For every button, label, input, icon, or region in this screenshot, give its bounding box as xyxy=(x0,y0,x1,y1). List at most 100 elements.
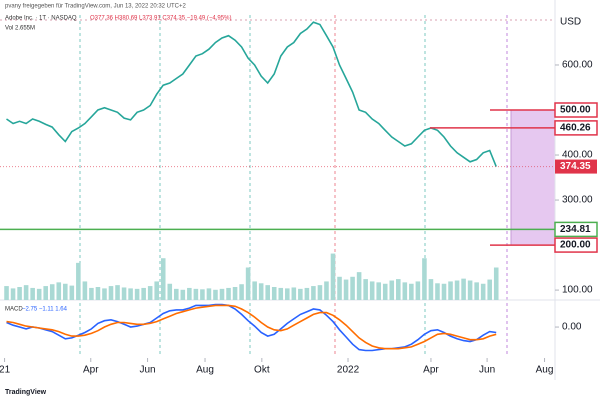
volume-bar xyxy=(363,279,368,300)
volume-bar xyxy=(134,288,140,300)
x-tick-label: Okt xyxy=(254,365,270,376)
volume-bar xyxy=(343,279,349,300)
volume-bar xyxy=(154,281,159,300)
volume-bar xyxy=(376,282,381,300)
x-tick-label: Jun xyxy=(140,365,156,376)
volume-bar xyxy=(160,258,166,300)
y-tick-label: 400.00 xyxy=(562,150,593,161)
volume-bar xyxy=(337,276,342,300)
volume-bar xyxy=(206,288,212,300)
volume-bar xyxy=(454,280,460,300)
volume-bar xyxy=(493,267,499,300)
volume-bar xyxy=(487,279,492,300)
volume-bar xyxy=(30,287,35,300)
y-tick-label: 100.00 xyxy=(562,285,593,296)
last-price-label: 374.35 xyxy=(560,161,591,172)
volume-bar xyxy=(252,281,257,300)
volume-bar xyxy=(402,282,408,300)
volume-bar xyxy=(435,283,440,300)
position-box xyxy=(510,109,556,246)
level-label: 500.00 xyxy=(560,105,591,116)
volume-bar xyxy=(69,285,75,300)
volume-bar xyxy=(4,286,9,300)
volume-bar xyxy=(311,286,316,300)
symbol: Adobe Inc. · 1T · NASDAQ xyxy=(5,16,77,22)
ohlc: O377.36 H380.69 L373.91 C374.35 −19.49 (… xyxy=(90,16,231,22)
volume-bar xyxy=(382,283,388,300)
volume-label: Vol 2.655M xyxy=(5,26,35,32)
volume-bar xyxy=(356,272,362,300)
currency: USD xyxy=(560,17,581,28)
y-tick-label: 300.00 xyxy=(562,195,593,206)
volume-bar xyxy=(121,287,127,300)
volume-bar xyxy=(285,288,290,300)
volume-bar xyxy=(461,278,466,300)
macd-label: MACD xyxy=(5,307,23,313)
level-label: 234.81 xyxy=(560,224,591,235)
volume-bar xyxy=(278,287,284,300)
x-tick-label: Apr xyxy=(83,365,99,376)
volume-bar xyxy=(108,286,114,300)
volume-bar xyxy=(409,283,414,300)
volume-bar xyxy=(448,281,453,300)
y-tick-label: 0.00 xyxy=(562,322,582,333)
level-box xyxy=(554,120,598,136)
volume-bar xyxy=(193,288,199,300)
volume-bar xyxy=(36,288,42,300)
volume-bar xyxy=(330,253,336,300)
last-price-box xyxy=(555,159,597,174)
volume-bar xyxy=(389,280,395,300)
volume-bar xyxy=(324,281,329,300)
macd-line xyxy=(6,303,497,352)
volume-bar xyxy=(63,283,68,300)
volume-bar xyxy=(232,287,238,300)
volume-bar xyxy=(89,287,94,300)
level-box xyxy=(554,237,598,253)
x-tick-label: Aug xyxy=(196,365,214,376)
x-tick-label: 2022 xyxy=(337,365,360,376)
volume-bar xyxy=(350,276,355,300)
volume-bar xyxy=(167,283,173,300)
volume-bar xyxy=(298,288,303,300)
y-tick-label: 600.00 xyxy=(562,60,593,71)
volume-bar xyxy=(422,258,427,300)
price-line xyxy=(6,21,497,167)
x-tick-label: 21 xyxy=(0,365,11,376)
x-tick-label: Aug xyxy=(536,365,554,376)
volume-bar xyxy=(317,285,323,300)
volume-bar xyxy=(141,287,146,300)
volume-bar xyxy=(115,285,120,300)
volume-bar xyxy=(219,288,225,300)
volume-bar xyxy=(467,280,473,300)
volume-bar xyxy=(304,287,310,300)
volume-bar xyxy=(441,283,447,300)
volume-bar xyxy=(128,288,133,300)
volume-bar xyxy=(369,281,375,300)
level-box xyxy=(554,102,598,118)
level-label: 200.00 xyxy=(560,240,591,251)
volume-bar xyxy=(10,288,16,300)
macd-values: −2.75 −1.11 1.64 xyxy=(22,307,68,313)
volume-bar xyxy=(480,283,486,300)
volume-bar xyxy=(23,285,29,300)
volume-bar xyxy=(415,281,421,300)
volume-bar xyxy=(82,281,88,300)
macd-line xyxy=(6,304,497,350)
volume-bar xyxy=(226,287,231,300)
volume-bar xyxy=(396,279,401,300)
volume-bar xyxy=(239,284,244,300)
volume-bar xyxy=(245,267,251,300)
volume-bar xyxy=(474,282,479,300)
logo: TradingView xyxy=(5,389,47,396)
volume-bar xyxy=(49,284,55,300)
volume-bar xyxy=(213,289,218,300)
volume-bar xyxy=(187,287,192,300)
volume-bar xyxy=(174,288,179,300)
volume-bar xyxy=(200,289,205,300)
volume-bar xyxy=(43,286,48,300)
level-label: 460.26 xyxy=(560,123,591,134)
volume-bar xyxy=(258,283,264,300)
byline: pvany freigegeben für TradingView.com, J… xyxy=(5,4,187,10)
